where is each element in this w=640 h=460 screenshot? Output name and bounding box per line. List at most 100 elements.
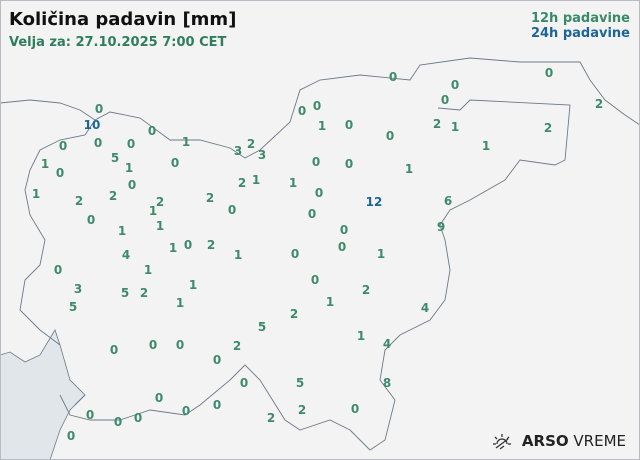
- station-value: 4: [382, 337, 392, 351]
- station-value: 0: [127, 178, 137, 192]
- station-value: 0: [310, 273, 320, 287]
- station-value: 2: [206, 238, 216, 252]
- country-border: [0, 57, 640, 451]
- station-value: 0: [66, 429, 76, 443]
- station-value: 1: [148, 204, 158, 218]
- legend: 12h padavine 24h padavine: [531, 11, 630, 41]
- station-value: 2: [361, 283, 371, 297]
- station-value: 3: [73, 282, 83, 296]
- station-value: 1: [233, 248, 243, 262]
- station-value: 1: [376, 247, 386, 261]
- station-value: 1: [288, 176, 298, 190]
- station-value: 0: [239, 376, 249, 390]
- station-value: 0: [385, 129, 395, 143]
- station-value: 0: [85, 408, 95, 422]
- station-value: 0: [337, 240, 347, 254]
- station-value: 2: [266, 411, 276, 425]
- station-value: 1: [124, 161, 134, 175]
- station-value: 0: [113, 415, 123, 429]
- station-value: 2: [543, 121, 553, 135]
- station-value: 4: [121, 248, 131, 262]
- station-value: 1: [31, 187, 41, 201]
- station-value: 2: [594, 97, 604, 111]
- station-value: 0: [93, 136, 103, 150]
- station-value: 0: [154, 391, 164, 405]
- logo-brand: ARSO: [521, 432, 569, 450]
- station-value: 5: [295, 376, 305, 390]
- station-value: 1: [181, 135, 191, 149]
- station-value: 2: [289, 307, 299, 321]
- station-value: 2: [237, 176, 247, 190]
- station-value: 8: [382, 376, 392, 390]
- station-value: 0: [86, 213, 96, 227]
- station-value: 1: [168, 241, 178, 255]
- station-value: 0: [344, 157, 354, 171]
- station-value: 2: [297, 403, 307, 417]
- station-value: 0: [307, 207, 317, 221]
- station-value: 1: [40, 157, 50, 171]
- station-value: 0: [339, 223, 349, 237]
- station-value: 1: [404, 162, 414, 176]
- station-value: 1: [143, 263, 153, 277]
- station-value: 3: [233, 144, 243, 158]
- station-value: 1: [481, 139, 491, 153]
- station-value: 5: [257, 320, 267, 334]
- station-value: 0: [350, 402, 360, 416]
- legend-24h: 24h padavine: [530, 26, 630, 41]
- station-value: 0: [181, 404, 191, 418]
- station-value: 0: [297, 104, 307, 118]
- station-value: 0: [344, 118, 354, 132]
- station-value: 12: [365, 195, 383, 209]
- station-value: 1: [317, 119, 327, 133]
- station-value: 2: [155, 195, 165, 209]
- station-value: 0: [58, 139, 68, 153]
- station-value: 0: [109, 343, 119, 357]
- station-value: 1: [175, 296, 185, 310]
- station-value: 1: [155, 219, 165, 233]
- arso-logo: ARSO VREME: [492, 432, 626, 450]
- station-value: 5: [68, 300, 78, 314]
- station-value: 0: [175, 338, 185, 352]
- station-value: 0: [133, 411, 143, 425]
- station-value: 0: [440, 93, 450, 107]
- station-value: 1: [325, 295, 335, 309]
- legend-12h: 12h padavine: [530, 11, 630, 26]
- station-value: 0: [312, 99, 322, 113]
- sun-icon: [492, 434, 511, 450]
- station-value: 2: [205, 191, 215, 205]
- station-value: 10: [83, 118, 101, 132]
- station-value: 0: [314, 186, 324, 200]
- station-value: 2: [432, 117, 442, 131]
- station-value: 5: [110, 151, 120, 165]
- map-title: Količina padavin [mm]: [9, 9, 237, 30]
- station-value: 0: [212, 353, 222, 367]
- station-value: 0: [55, 166, 65, 180]
- station-value: 1: [450, 120, 460, 134]
- station-value: 0: [227, 203, 237, 217]
- station-value: 1: [356, 329, 366, 343]
- station-value: 3: [257, 148, 267, 162]
- station-value: 1: [188, 278, 198, 292]
- station-value: 0: [544, 66, 554, 80]
- station-value: 0: [147, 124, 157, 138]
- station-value: 0: [450, 78, 460, 92]
- station-value: 2: [74, 194, 84, 208]
- station-value: 1: [251, 173, 261, 187]
- station-value: 0: [388, 70, 398, 84]
- station-value: 0: [148, 338, 158, 352]
- station-value: 2: [232, 339, 242, 353]
- station-value: 0: [183, 238, 193, 252]
- station-value: 5: [120, 286, 130, 300]
- station-value: 0: [126, 137, 136, 151]
- station-value: 0: [311, 155, 321, 169]
- station-value: 4: [420, 301, 430, 315]
- valid-time: Velja za: 27.10.2025 7:00 CET: [9, 35, 227, 50]
- logo-product: VREME: [573, 432, 626, 450]
- station-value: 0: [212, 398, 222, 412]
- station-value: 2: [108, 189, 118, 203]
- station-value: 0: [170, 156, 180, 170]
- station-value: 2: [246, 137, 256, 151]
- station-value: 0: [94, 102, 104, 116]
- station-value: 1: [117, 224, 127, 238]
